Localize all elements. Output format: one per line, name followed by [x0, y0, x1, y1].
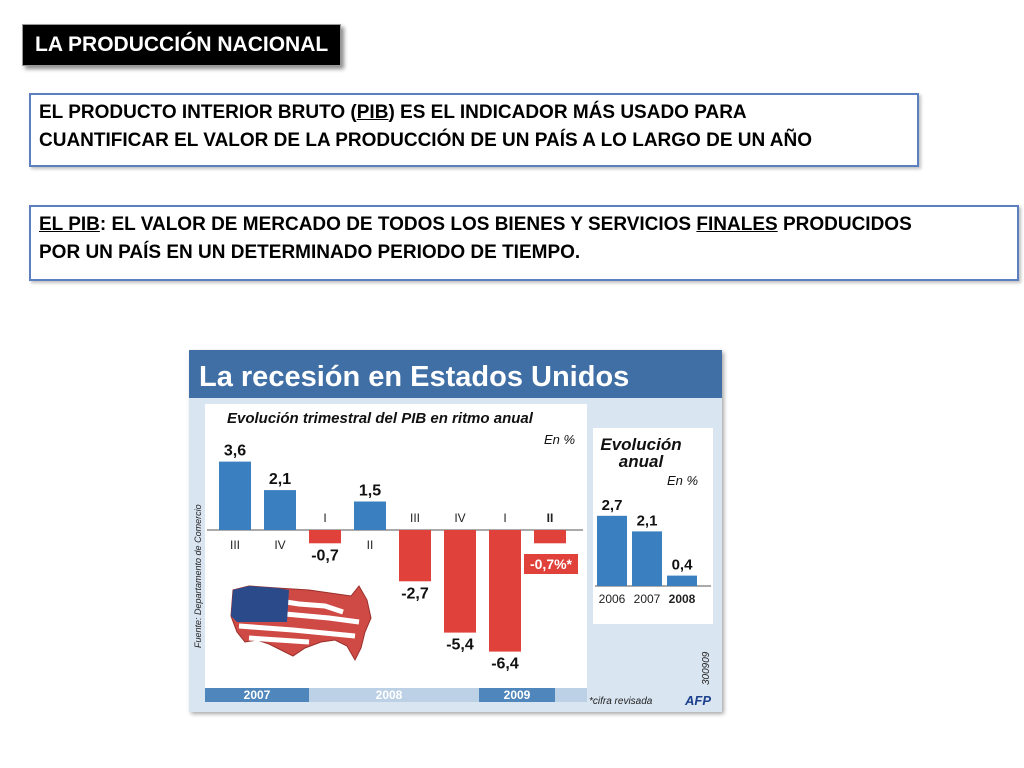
text-segment: ) ES EL INDICADOR MÁS USADO PARA	[388, 102, 747, 123]
quarterly-title: Evolución trimestral del PIB en ritmo an…	[227, 410, 534, 427]
pib-meaning-line1: EL PIB: EL VALOR DE MERCADO DE TODOS LOS…	[39, 211, 1009, 239]
pib-term: EL PIB	[39, 214, 100, 235]
quarterly-bar	[309, 530, 341, 544]
pib-meaning-line2: POR UN PAÍS EN UN DETERMINADO PERIODO DE…	[39, 242, 581, 263]
quarterly-bar	[444, 530, 476, 633]
quarterly-bar	[489, 530, 521, 652]
quarterly-panel	[205, 404, 587, 688]
pib-meaning-box: EL PIB: EL VALOR DE MERCADO DE TODOS LOS…	[29, 205, 1019, 281]
quarterly-category-label: IV	[454, 511, 465, 525]
pib-definition-box: EL PRODUCTO INTERIOR BRUTO (PIB) ES EL I…	[29, 93, 919, 167]
year-2009-label: 2009	[504, 688, 531, 702]
afp-logo: AFP	[684, 693, 711, 708]
quarterly-category-label: I	[323, 511, 326, 525]
year-2007-band	[205, 688, 309, 702]
annual-unit: En %	[667, 473, 698, 488]
pib-abbrev: PIB	[356, 102, 389, 123]
annual-value-label: 2,7	[602, 497, 623, 514]
text-segment: PRODUCIDOS	[777, 214, 912, 235]
annual-bar	[632, 531, 662, 586]
quarterly-category-label: II	[547, 511, 554, 525]
annual-category-label: 2007	[634, 592, 661, 606]
annual-value-label: 2,1	[637, 512, 658, 529]
year-2007-label: 2007	[244, 688, 271, 702]
finales-term: FINALES	[696, 214, 778, 235]
pib-definition-line1: EL PRODUCTO INTERIOR BRUTO (PIB) ES EL I…	[39, 99, 909, 127]
quarterly-bar	[399, 530, 431, 582]
annual-title-line2: anual	[619, 452, 665, 471]
quarterly-value-label: -2,7	[401, 585, 429, 602]
source-label: Fuente: Departamento de Comercio	[193, 504, 203, 648]
text-segment: EL PRODUCTO INTERIOR BRUTO (	[39, 102, 357, 123]
year-2009-band	[479, 688, 555, 702]
text-segment: : EL VALOR DE MERCADO DE TODOS LOS BIENE…	[99, 214, 697, 235]
annual-category-label: 2006	[599, 592, 626, 606]
infographic-svg: La recesión en Estados Unidos Evolución …	[189, 350, 722, 712]
infographic-header: La recesión en Estados Unidos	[199, 361, 629, 393]
recession-infographic: La recesión en Estados Unidos Evolución …	[189, 350, 722, 712]
code-label: 300909	[701, 651, 712, 685]
quarterly-value-label: -5,4	[446, 637, 474, 654]
quarterly-value-label: -0,7%*	[530, 556, 573, 572]
quarterly-bar	[534, 530, 566, 544]
annual-value-label: 0,4	[672, 557, 694, 574]
quarterly-value-label: 2,1	[269, 471, 291, 488]
quarterly-category-label: III	[410, 511, 420, 525]
quarterly-bar	[264, 490, 296, 530]
year-2008-label: 2008	[376, 688, 403, 702]
quarterly-category-label: III	[230, 538, 240, 552]
annual-bars: 2,7 2006 2,1 2007 0,4 2008	[595, 497, 711, 606]
quarterly-bar	[354, 501, 386, 530]
quarterly-value-label: 1,5	[359, 483, 381, 500]
usa-flag-map-icon	[230, 585, 372, 662]
annual-title: Evolución anual	[600, 435, 681, 471]
quarterly-category-label: II	[367, 538, 374, 552]
quarterly-bars: III 3,6 IV 2,1 I -0,7 II 1,5 III -2,7 IV -5,4 I -6,4 I…	[207, 443, 583, 673]
highlight-value-box	[524, 554, 578, 574]
annual-title-line1: Evolución	[600, 435, 681, 454]
quarterly-value-label: -0,7	[311, 547, 339, 564]
quarterly-value-label: -6,4	[491, 656, 519, 673]
header-band	[189, 350, 722, 398]
quarterly-category-label: IV	[274, 538, 285, 552]
quarterly-unit: En %	[544, 432, 575, 447]
pib-definition-line2: CUANTIFICAR EL VALOR DE LA PRODUCCIÓN DE…	[39, 130, 813, 151]
quarterly-bar	[219, 461, 251, 530]
slide-title: LA PRODUCCIÓN NACIONAL	[22, 24, 342, 66]
annual-bar	[597, 515, 627, 586]
annual-bar	[667, 575, 697, 586]
annual-category-label: 2008	[669, 592, 696, 606]
quarterly-value-label: 3,6	[224, 443, 246, 460]
footnote-label: *cifra revisada	[589, 696, 653, 707]
quarterly-category-label: I	[503, 511, 506, 525]
